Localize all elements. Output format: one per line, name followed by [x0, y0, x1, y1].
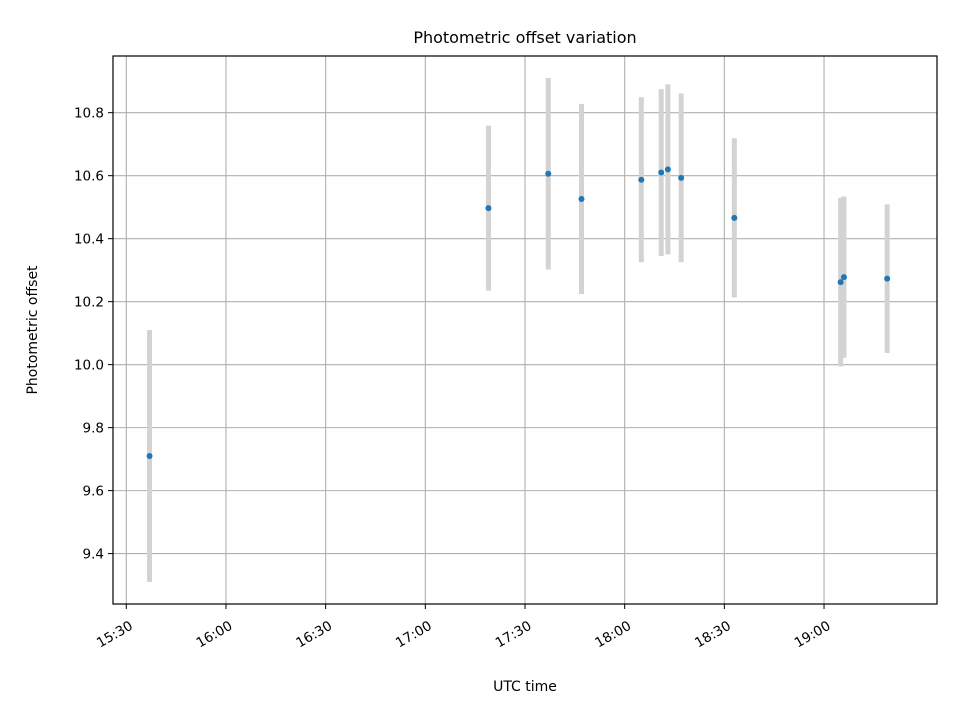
y-axis-label: Photometric offset — [25, 265, 41, 395]
data-point — [638, 176, 645, 183]
y-tick-label: 10.0 — [74, 358, 104, 374]
data-point — [837, 279, 844, 286]
data-points — [146, 166, 891, 459]
data-point — [840, 274, 847, 281]
y-tick-label: 9.6 — [83, 484, 104, 500]
chart-title: Photometric offset variation — [413, 28, 636, 47]
data-point — [485, 205, 492, 212]
data-point — [664, 166, 671, 173]
y-tick-label: 10.6 — [74, 169, 104, 185]
data-point — [658, 169, 665, 176]
data-point — [146, 452, 153, 459]
y-tick-label: 10.4 — [74, 232, 104, 248]
data-point — [545, 170, 552, 177]
y-axis-ticks: 9.4 9.6 9.8 10.0 10.2 10.4 10.6 10.8 — [74, 106, 113, 563]
y-tick-label: 10.2 — [74, 295, 104, 311]
x-axis-label: UTC time — [493, 679, 557, 695]
y-tick-label: 10.8 — [74, 106, 104, 122]
grid — [113, 56, 937, 604]
data-point — [884, 275, 891, 282]
y-tick-label: 9.8 — [83, 421, 104, 437]
data-point — [678, 174, 685, 181]
data-point — [578, 195, 585, 202]
data-point — [731, 214, 738, 221]
y-tick-label: 9.4 — [83, 547, 104, 563]
